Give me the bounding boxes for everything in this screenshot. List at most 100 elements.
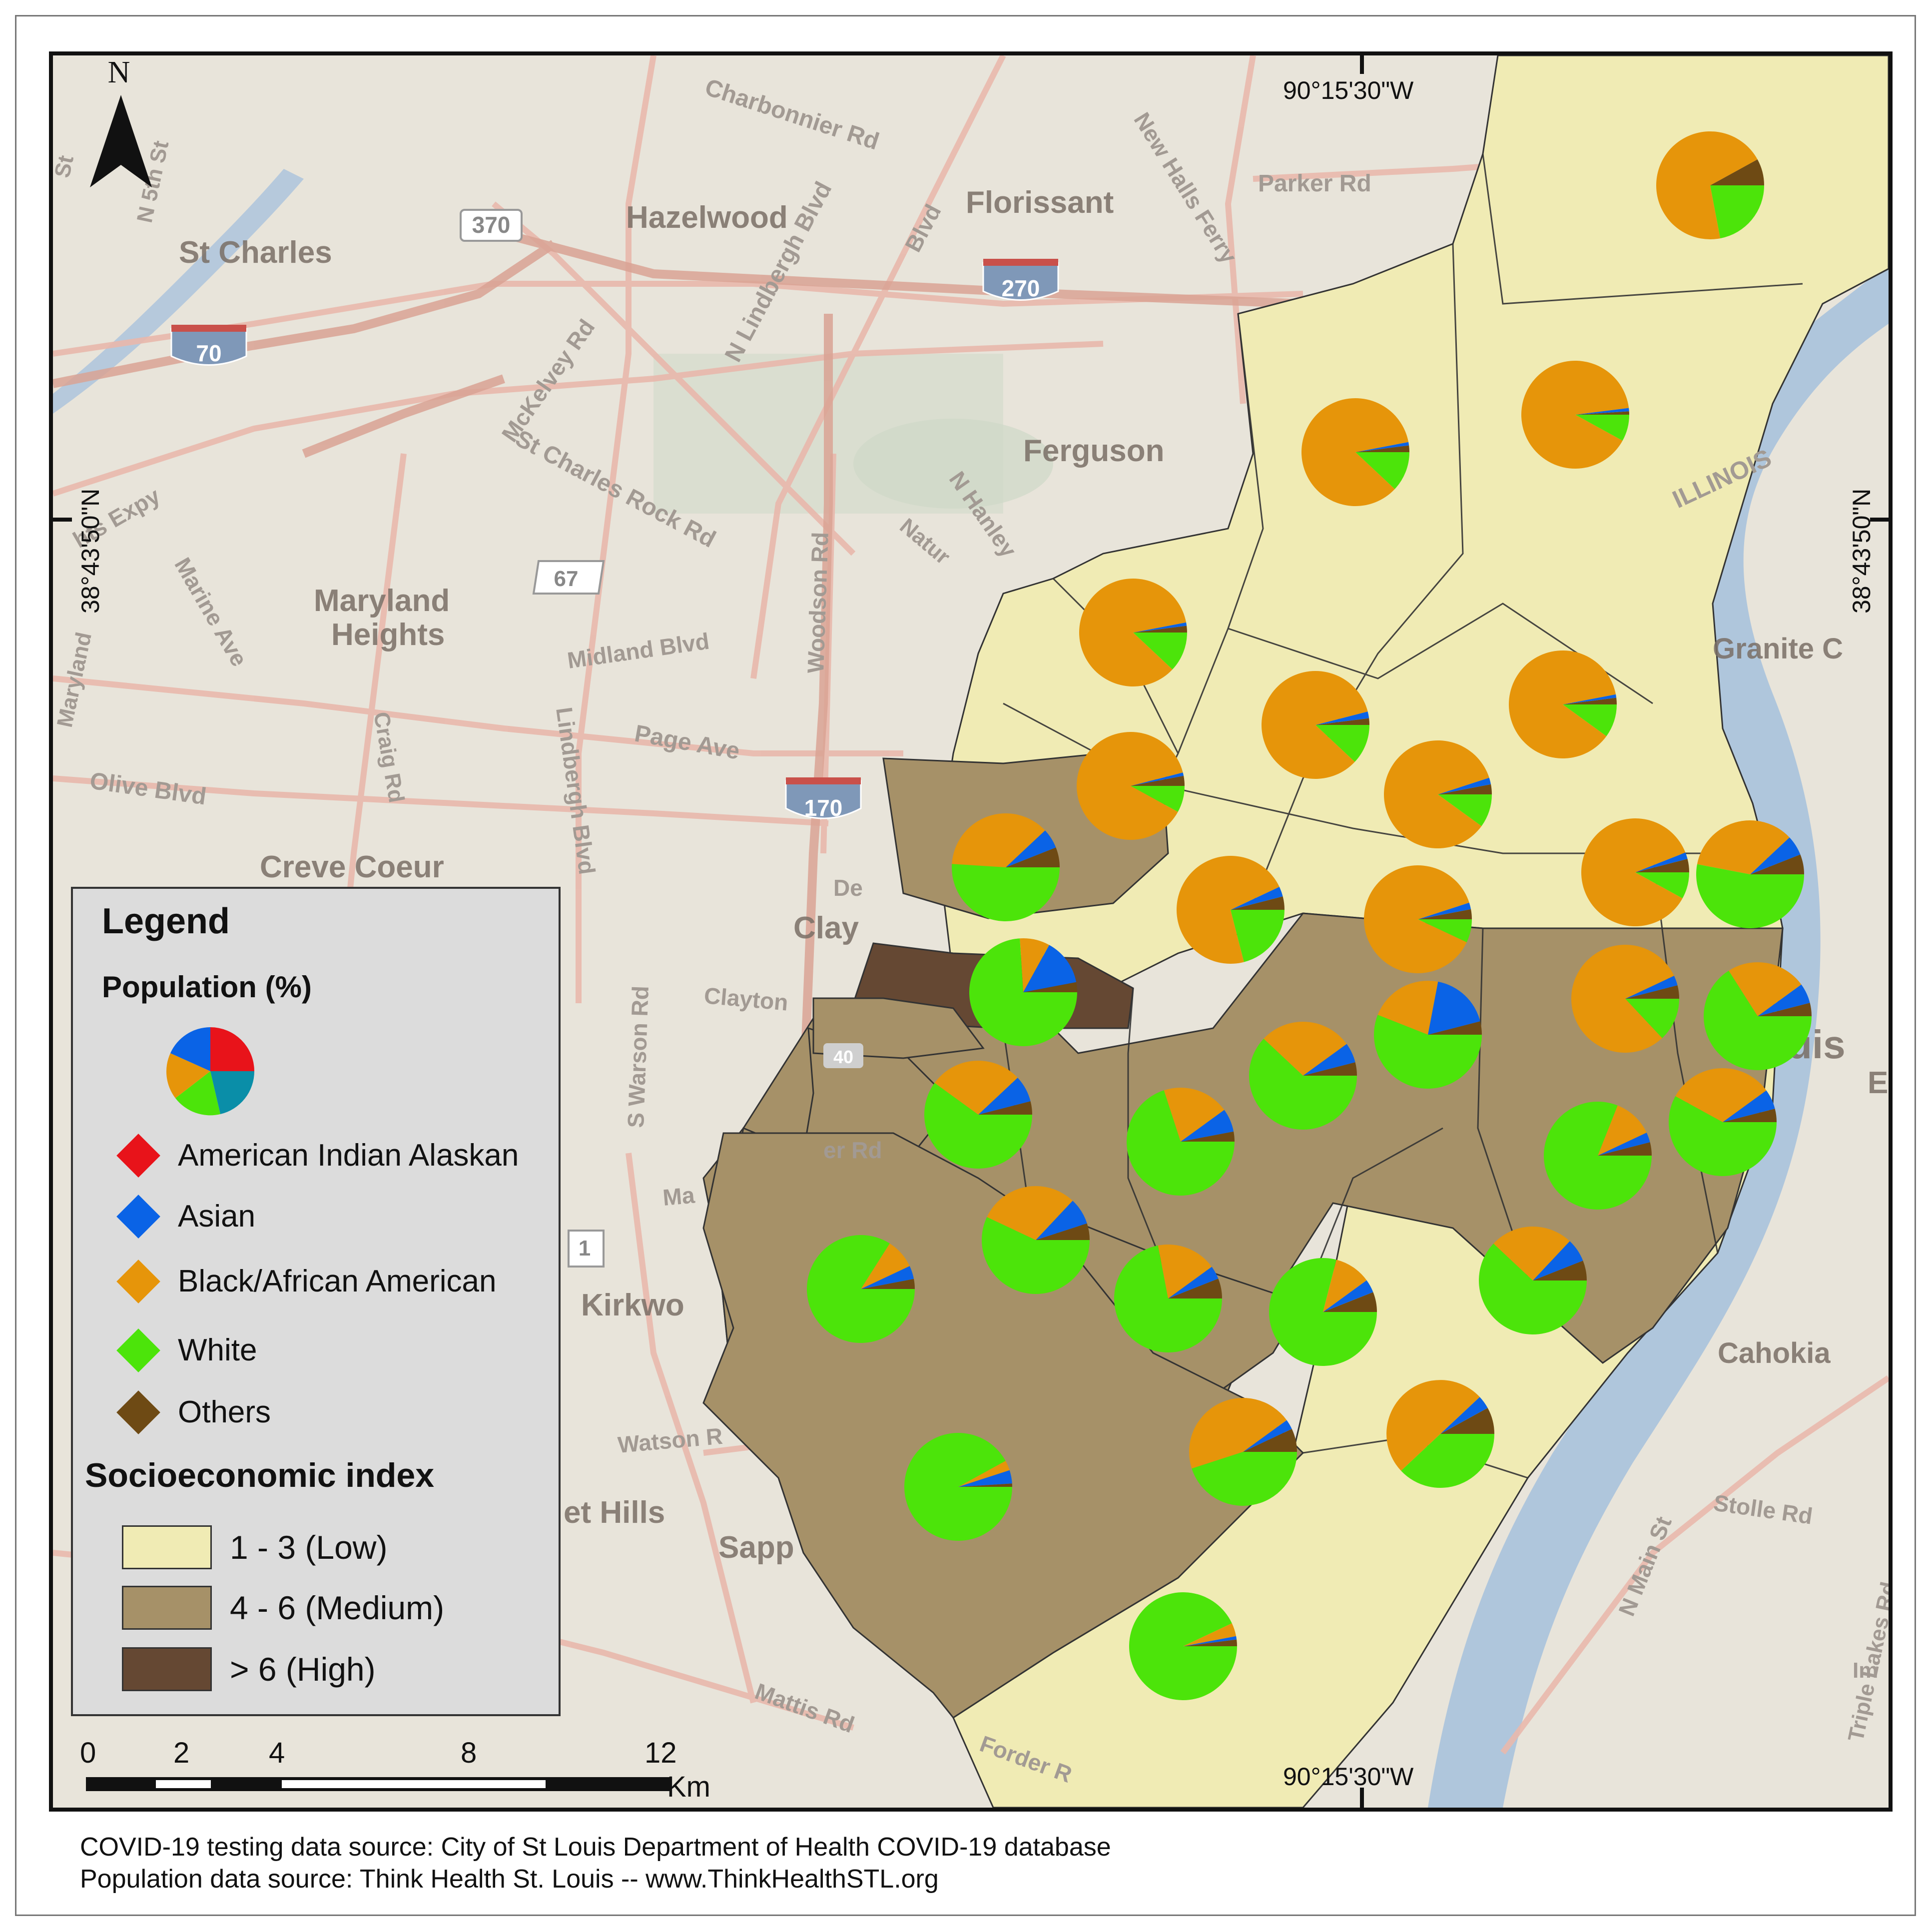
- pie-slice: [1438, 777, 1491, 794]
- pie-slice: [1750, 837, 1801, 874]
- shield-label: 70: [196, 340, 221, 366]
- pie-slice: [1315, 711, 1369, 725]
- place-label: Heights: [331, 618, 445, 652]
- north-arrow-icon: [121, 95, 152, 187]
- pie-slice: [1231, 896, 1285, 910]
- scale-unit: Km: [667, 1771, 710, 1803]
- pie-slice: [1750, 854, 1804, 874]
- road: [53, 341, 1104, 497]
- pie-slice: [861, 1279, 915, 1289]
- pie-chart: [1656, 131, 1764, 239]
- pie-slice: [1625, 999, 1679, 1038]
- pie-slice: [1696, 864, 1804, 929]
- pie-slice: [1323, 1280, 1373, 1312]
- pie-slice: [1656, 131, 1758, 239]
- pie-slice: [1758, 984, 1810, 1016]
- figure-frame: [15, 15, 1916, 1916]
- pie-slice: [1355, 452, 1409, 489]
- road-label: Ma: [661, 1182, 696, 1211]
- road: [750, 55, 1006, 679]
- pie-slice: [1723, 1109, 1777, 1122]
- pie-slice: [1323, 1292, 1377, 1312]
- diamond-icon: [116, 1390, 160, 1434]
- highway: [302, 374, 505, 458]
- pie-chart: [1364, 865, 1472, 973]
- place-label: Maryland: [314, 584, 450, 618]
- pie-slice: [958, 1483, 1012, 1487]
- pie-slice: [1428, 981, 1480, 1035]
- pie-chart: [1384, 740, 1492, 848]
- pie-slice: [1598, 1133, 1650, 1156]
- pie-chart: [1509, 650, 1617, 759]
- pie-slice: [1243, 1420, 1292, 1452]
- pie-slice: [1729, 962, 1802, 1016]
- place-label: Creve Coeur: [260, 850, 444, 884]
- swatch: [122, 1647, 212, 1691]
- state-shield: 67: [532, 560, 605, 595]
- pie-slice: [1598, 1142, 1652, 1156]
- pie-slice: [1575, 411, 1629, 415]
- pie-slice: [1076, 731, 1183, 840]
- pie-slice: [175, 1071, 220, 1116]
- legend-label: Others: [178, 1395, 271, 1429]
- legend-label: White: [178, 1333, 257, 1367]
- place-label: Ferguson: [1023, 434, 1164, 468]
- north-label: N: [108, 55, 130, 89]
- coordinate-label-left: 38°43'50"N: [76, 489, 104, 614]
- coordinate-label-top: 90°15'30"W: [1283, 76, 1414, 104]
- shield-label: 370: [472, 212, 511, 238]
- pie-slice: [958, 1460, 1010, 1487]
- pie-slice: [952, 813, 1045, 867]
- pie-slice: [1036, 1223, 1090, 1240]
- interstate-shield: 370: [460, 209, 523, 242]
- pie-slice: [1127, 1090, 1235, 1196]
- pie-slice: [1183, 1623, 1237, 1646]
- pie-slice: [1635, 852, 1688, 872]
- pie-chart: [1129, 1592, 1237, 1701]
- road-label: er Rd: [823, 1137, 882, 1163]
- pie-slice: [958, 1470, 1012, 1487]
- pie-slice: [1438, 784, 1492, 794]
- pie-slice: [210, 1027, 254, 1071]
- pie-slice: [978, 1078, 1031, 1115]
- pie-chart: [1189, 1398, 1297, 1506]
- pie-slice: [1401, 1434, 1494, 1488]
- interstate-shield: 270: [982, 259, 1059, 301]
- pie-slice: [1544, 1102, 1652, 1210]
- pie-slice: [1625, 985, 1679, 999]
- legend-item-medium: 4 - 6 (Medium): [104, 1586, 444, 1630]
- pie-chart: [1581, 818, 1690, 927]
- pie-slice: [1183, 1639, 1237, 1646]
- pie-slice: [1006, 830, 1056, 867]
- pie-slice: [987, 1186, 1073, 1240]
- pie-chart: [1696, 820, 1804, 929]
- road-label: St: [53, 153, 78, 180]
- socioeconomic-title: Socioeconomic index: [85, 1456, 435, 1494]
- pie-slice: [1301, 398, 1409, 506]
- scale-tick-label: 2: [173, 1737, 190, 1769]
- population-pie-charts: [807, 131, 1812, 1701]
- legend-title: Legend: [102, 901, 230, 941]
- road: [53, 775, 829, 826]
- pie-slice: [1177, 855, 1280, 964]
- scale-tick-label: 8: [461, 1737, 477, 1769]
- pie-slice: [1364, 865, 1469, 973]
- pie-slice: [1377, 981, 1438, 1035]
- pie-chart: [1262, 670, 1369, 779]
- footer-line: COVID-19 testing data source: City of St…: [80, 1833, 1111, 1862]
- place-label: et Hills: [564, 1495, 665, 1530]
- place-label: Cahokia: [1718, 1337, 1831, 1369]
- pie-chart: [1669, 1068, 1777, 1177]
- pie-chart: [1249, 1022, 1357, 1130]
- pie-slice: [1418, 919, 1472, 942]
- shield-label: 170: [804, 795, 843, 821]
- pie-slice: [1438, 794, 1492, 826]
- pie-slice: [1509, 650, 1616, 759]
- boundary: [1477, 928, 1529, 1279]
- pie-slice: [1386, 1380, 1480, 1471]
- pie-slice: [978, 1101, 1032, 1115]
- shield-label: 40: [833, 1047, 853, 1067]
- shield-label: 1: [579, 1236, 591, 1261]
- pie-slice: [1710, 185, 1764, 239]
- pie-slice: [1478, 1244, 1587, 1334]
